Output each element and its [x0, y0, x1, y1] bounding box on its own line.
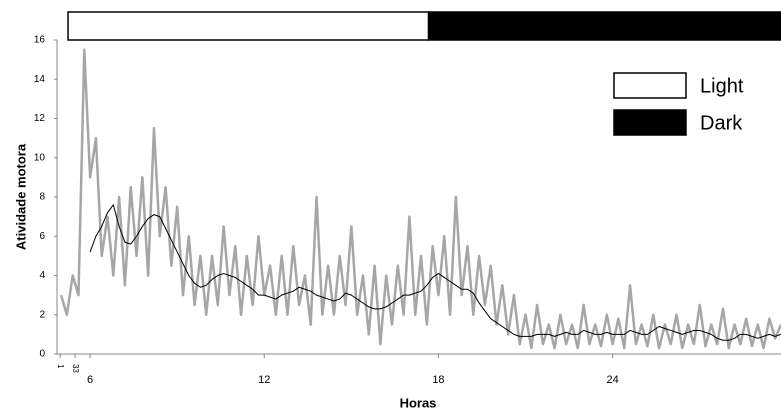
data-line — [89, 204, 781, 341]
x-tick-label: 12 — [258, 374, 270, 386]
y-axis-label: Atividade motora — [13, 143, 28, 250]
x-tick-label: 1 — [56, 364, 65, 369]
x-tick-label: 24 — [607, 374, 619, 386]
x-tick-label: 6 — [87, 374, 93, 386]
legend-label: Dark — [700, 112, 743, 134]
y-tick-label: 2 — [39, 309, 45, 320]
y-tick-label: 12 — [34, 113, 46, 124]
y-tick-label: 16 — [34, 35, 46, 46]
x-axis-label: Horas — [400, 395, 437, 410]
x-tick-label: 33 — [71, 364, 80, 373]
y-tick-label: 6 — [39, 231, 45, 242]
phase-bar — [427, 11, 781, 41]
y-tick-label: 14 — [34, 74, 46, 85]
y-tick-label: 0 — [39, 349, 45, 360]
x-tick-label: 18 — [432, 374, 444, 386]
y-tick-label: 10 — [34, 152, 46, 163]
legend-swatch — [613, 109, 687, 136]
y-tick-label: 4 — [39, 270, 45, 281]
legend-swatch — [613, 72, 687, 99]
legend-label: Light — [700, 75, 744, 97]
y-tick-label: 8 — [39, 192, 45, 203]
data-line — [59, 48, 781, 350]
phase-bar — [67, 11, 430, 41]
